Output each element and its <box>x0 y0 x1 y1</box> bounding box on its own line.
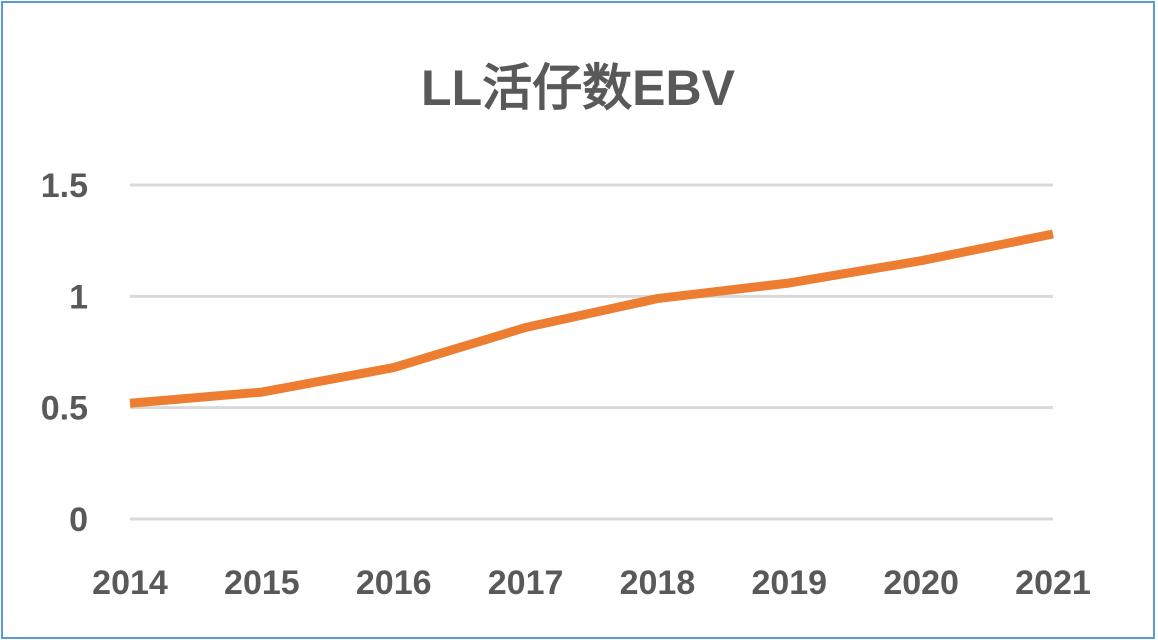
x-tick-label: 2014 <box>92 564 168 602</box>
y-tick-label: 0 <box>69 501 88 539</box>
x-tick-label: 2021 <box>1015 564 1091 602</box>
x-tick-label: 2015 <box>224 564 300 602</box>
x-tick-label: 2020 <box>883 564 959 602</box>
x-tick-label: 2017 <box>488 564 564 602</box>
x-tick-label: 2019 <box>751 564 827 602</box>
chart-title: LL活仔数EBV <box>421 60 736 116</box>
series-line <box>129 229 1054 408</box>
y-tick-label: 1 <box>69 278 88 316</box>
x-tick-label: 2018 <box>620 564 696 602</box>
y-tick-label: 1.5 <box>41 167 88 205</box>
x-tick-label: 2016 <box>356 564 432 602</box>
y-tick-label: 0.5 <box>41 390 88 428</box>
